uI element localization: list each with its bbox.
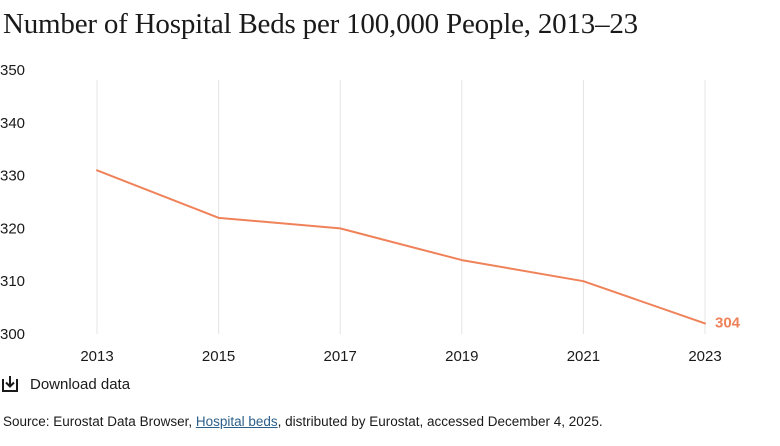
download-icon — [2, 376, 18, 392]
data-point-2013 — [96, 169, 98, 171]
x-tick-label-2021: 2021 — [567, 348, 600, 365]
data-point-2017 — [339, 227, 341, 229]
download-data-button[interactable]: Download data — [0, 373, 130, 395]
x-tick-label-2015: 2015 — [202, 348, 235, 365]
source-suffix: , distributed by Eurostat, accessed Dece… — [277, 414, 603, 429]
series-line-0 — [96, 169, 706, 325]
chart-title: Number of Hospital Beds per 100,000 Peop… — [3, 8, 638, 40]
data-point-2023 — [704, 322, 706, 324]
data-point-2015 — [218, 217, 220, 219]
y-tick-label-330: 330 — [0, 168, 25, 185]
y-axis: 300 310 320 330 340 350 — [0, 62, 25, 343]
download-data-label: Download data — [30, 375, 131, 393]
data-point-2019 — [461, 259, 463, 261]
y-tick-label-340: 340 — [0, 115, 25, 132]
y-tick-label-350: 350 — [0, 62, 25, 79]
x-tick-label-2013: 2013 — [80, 348, 113, 365]
x-tick-label-2023: 2023 — [688, 348, 721, 365]
x-tick-label-2017: 2017 — [324, 348, 357, 365]
x-axis: 2013 2015 2017 2019 2021 2023 — [80, 348, 721, 365]
source-prefix: Source: Eurostat Data Browser, — [3, 414, 196, 429]
grid-lines — [96, 80, 706, 334]
x-tick-label-2019: 2019 — [445, 348, 478, 365]
y-tick-label-320: 320 — [0, 220, 25, 237]
end-value-label: 304 — [715, 314, 741, 331]
y-tick-label-300: 300 — [0, 326, 25, 343]
y-tick-label-310: 310 — [0, 273, 25, 290]
source-link-hospital-beds[interactable]: Hospital beds — [195, 414, 278, 429]
source-note: Source: Eurostat Data Browser, Hospital … — [3, 414, 603, 429]
data-point-2021 — [582, 280, 584, 282]
series-layer: 304 — [96, 169, 741, 331]
